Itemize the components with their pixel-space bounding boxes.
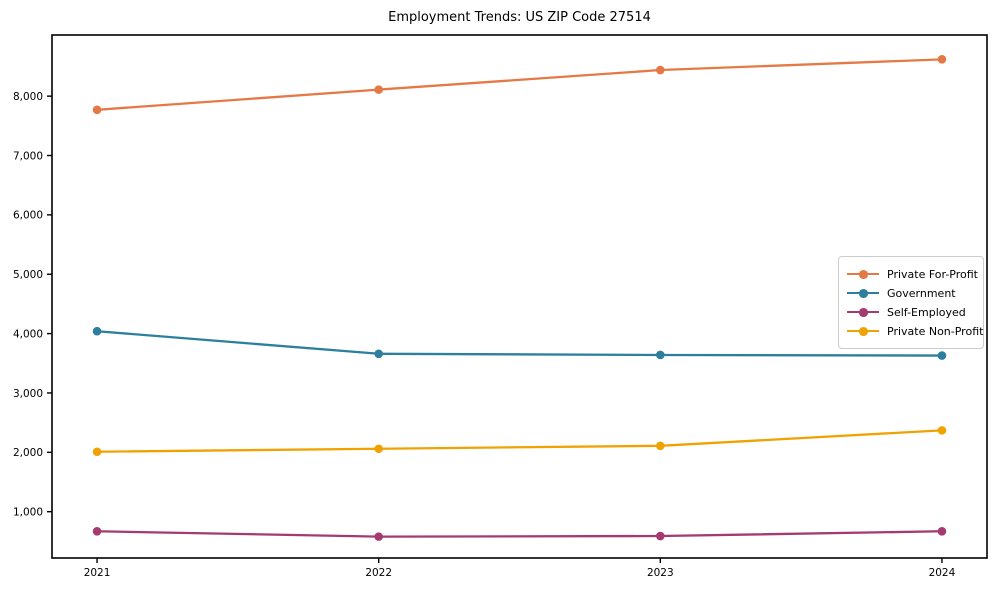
axis-ticks: 1,000 2,000 3,000 4,000 5,000 6,000 7,000 8,000… [13,91,956,579]
legend-line-marker-swatch [847,287,879,299]
legend-label: Government [887,286,956,300]
data-point-marker [92,105,102,115]
data-point-marker [937,426,947,435]
data-point-marker [374,532,383,541]
x-tick-label: 2024 [929,567,956,579]
legend-label: Self-Employed [887,305,966,319]
y-tick-label: 8,000 [13,91,43,103]
legend-item: Private For-Profit [847,265,978,283]
data-point-marker [656,441,665,451]
chart-title: Employment Trends: US ZIP Code 27514 [388,10,651,25]
data-point-marker [374,85,383,94]
data-point-marker [92,526,102,536]
data-point-marker [374,349,383,359]
legend-line-marker-swatch [847,325,879,337]
data-point-marker [656,350,665,360]
series-self-employed [92,526,947,541]
data-point-marker [92,326,102,336]
y-tick-label: 1,000 [13,506,43,518]
legend-label: Private For-Profit [887,267,978,281]
series-line [95,58,944,111]
y-tick-label: 4,000 [13,328,43,340]
y-tick-label: 5,000 [13,269,43,281]
series-line [95,330,944,357]
data-point-marker [92,447,102,457]
x-tick-label: 2021 [84,567,111,579]
legend-label: Private Non-Profit [887,324,984,338]
series-line [95,429,944,453]
data-point-marker [937,55,947,64]
data-point-marker [937,351,947,360]
data-point-marker [656,531,665,541]
legend-box: Private For-Profit Government Self-Employe… [838,256,984,349]
x-tick-label: 2022 [365,567,392,579]
data-point-marker [937,526,947,536]
series-private-non-profit [92,426,947,457]
data-point-marker [656,65,665,75]
series-line [95,530,944,538]
legend-item: Private Non-Profit [847,322,983,340]
x-tick-label: 2023 [647,567,674,579]
plot-border [51,34,988,559]
data-point-marker [374,444,383,454]
series-government [92,326,947,360]
series-private-for-profit [92,55,947,115]
y-tick-label: 7,000 [13,150,43,162]
y-tick-label: 2,000 [13,447,43,459]
y-tick-label: 3,000 [13,388,43,400]
legend-line-marker-swatch [847,268,879,280]
legend-item: Self-Employed [847,303,974,321]
legend-item: Government [847,284,974,302]
legend-line-marker-swatch [847,306,879,318]
y-tick-label: 6,000 [13,210,43,222]
